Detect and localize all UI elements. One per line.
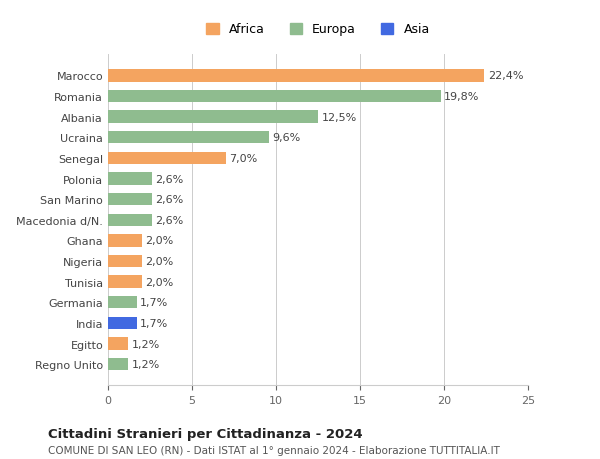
Text: 2,0%: 2,0%: [145, 257, 173, 267]
Text: 2,6%: 2,6%: [155, 195, 183, 205]
Bar: [108, 152, 226, 165]
Text: 1,7%: 1,7%: [140, 297, 168, 308]
Legend: Africa, Europa, Asia: Africa, Europa, Asia: [201, 18, 435, 41]
Text: 19,8%: 19,8%: [444, 92, 479, 102]
Text: 2,0%: 2,0%: [145, 277, 173, 287]
Bar: [108, 276, 142, 288]
Text: Cittadini Stranieri per Cittadinanza - 2024: Cittadini Stranieri per Cittadinanza - 2…: [48, 427, 362, 440]
Bar: [108, 173, 152, 185]
Bar: [108, 338, 128, 350]
Bar: [108, 235, 142, 247]
Text: 1,7%: 1,7%: [140, 318, 168, 328]
Bar: [108, 91, 440, 103]
Bar: [108, 111, 318, 123]
Text: 7,0%: 7,0%: [229, 154, 257, 163]
Bar: [108, 70, 484, 83]
Bar: [108, 194, 152, 206]
Text: 22,4%: 22,4%: [488, 71, 523, 81]
Text: COMUNE DI SAN LEO (RN) - Dati ISTAT al 1° gennaio 2024 - Elaborazione TUTTITALIA: COMUNE DI SAN LEO (RN) - Dati ISTAT al 1…: [48, 445, 500, 455]
Bar: [108, 255, 142, 268]
Text: 1,2%: 1,2%: [131, 339, 160, 349]
Bar: [108, 358, 128, 370]
Text: 2,6%: 2,6%: [155, 215, 183, 225]
Bar: [108, 214, 152, 226]
Text: 2,0%: 2,0%: [145, 236, 173, 246]
Text: 1,2%: 1,2%: [131, 359, 160, 369]
Text: 9,6%: 9,6%: [272, 133, 301, 143]
Bar: [108, 297, 137, 309]
Bar: [108, 317, 137, 330]
Text: 12,5%: 12,5%: [322, 112, 356, 123]
Bar: [108, 132, 269, 144]
Text: 2,6%: 2,6%: [155, 174, 183, 184]
